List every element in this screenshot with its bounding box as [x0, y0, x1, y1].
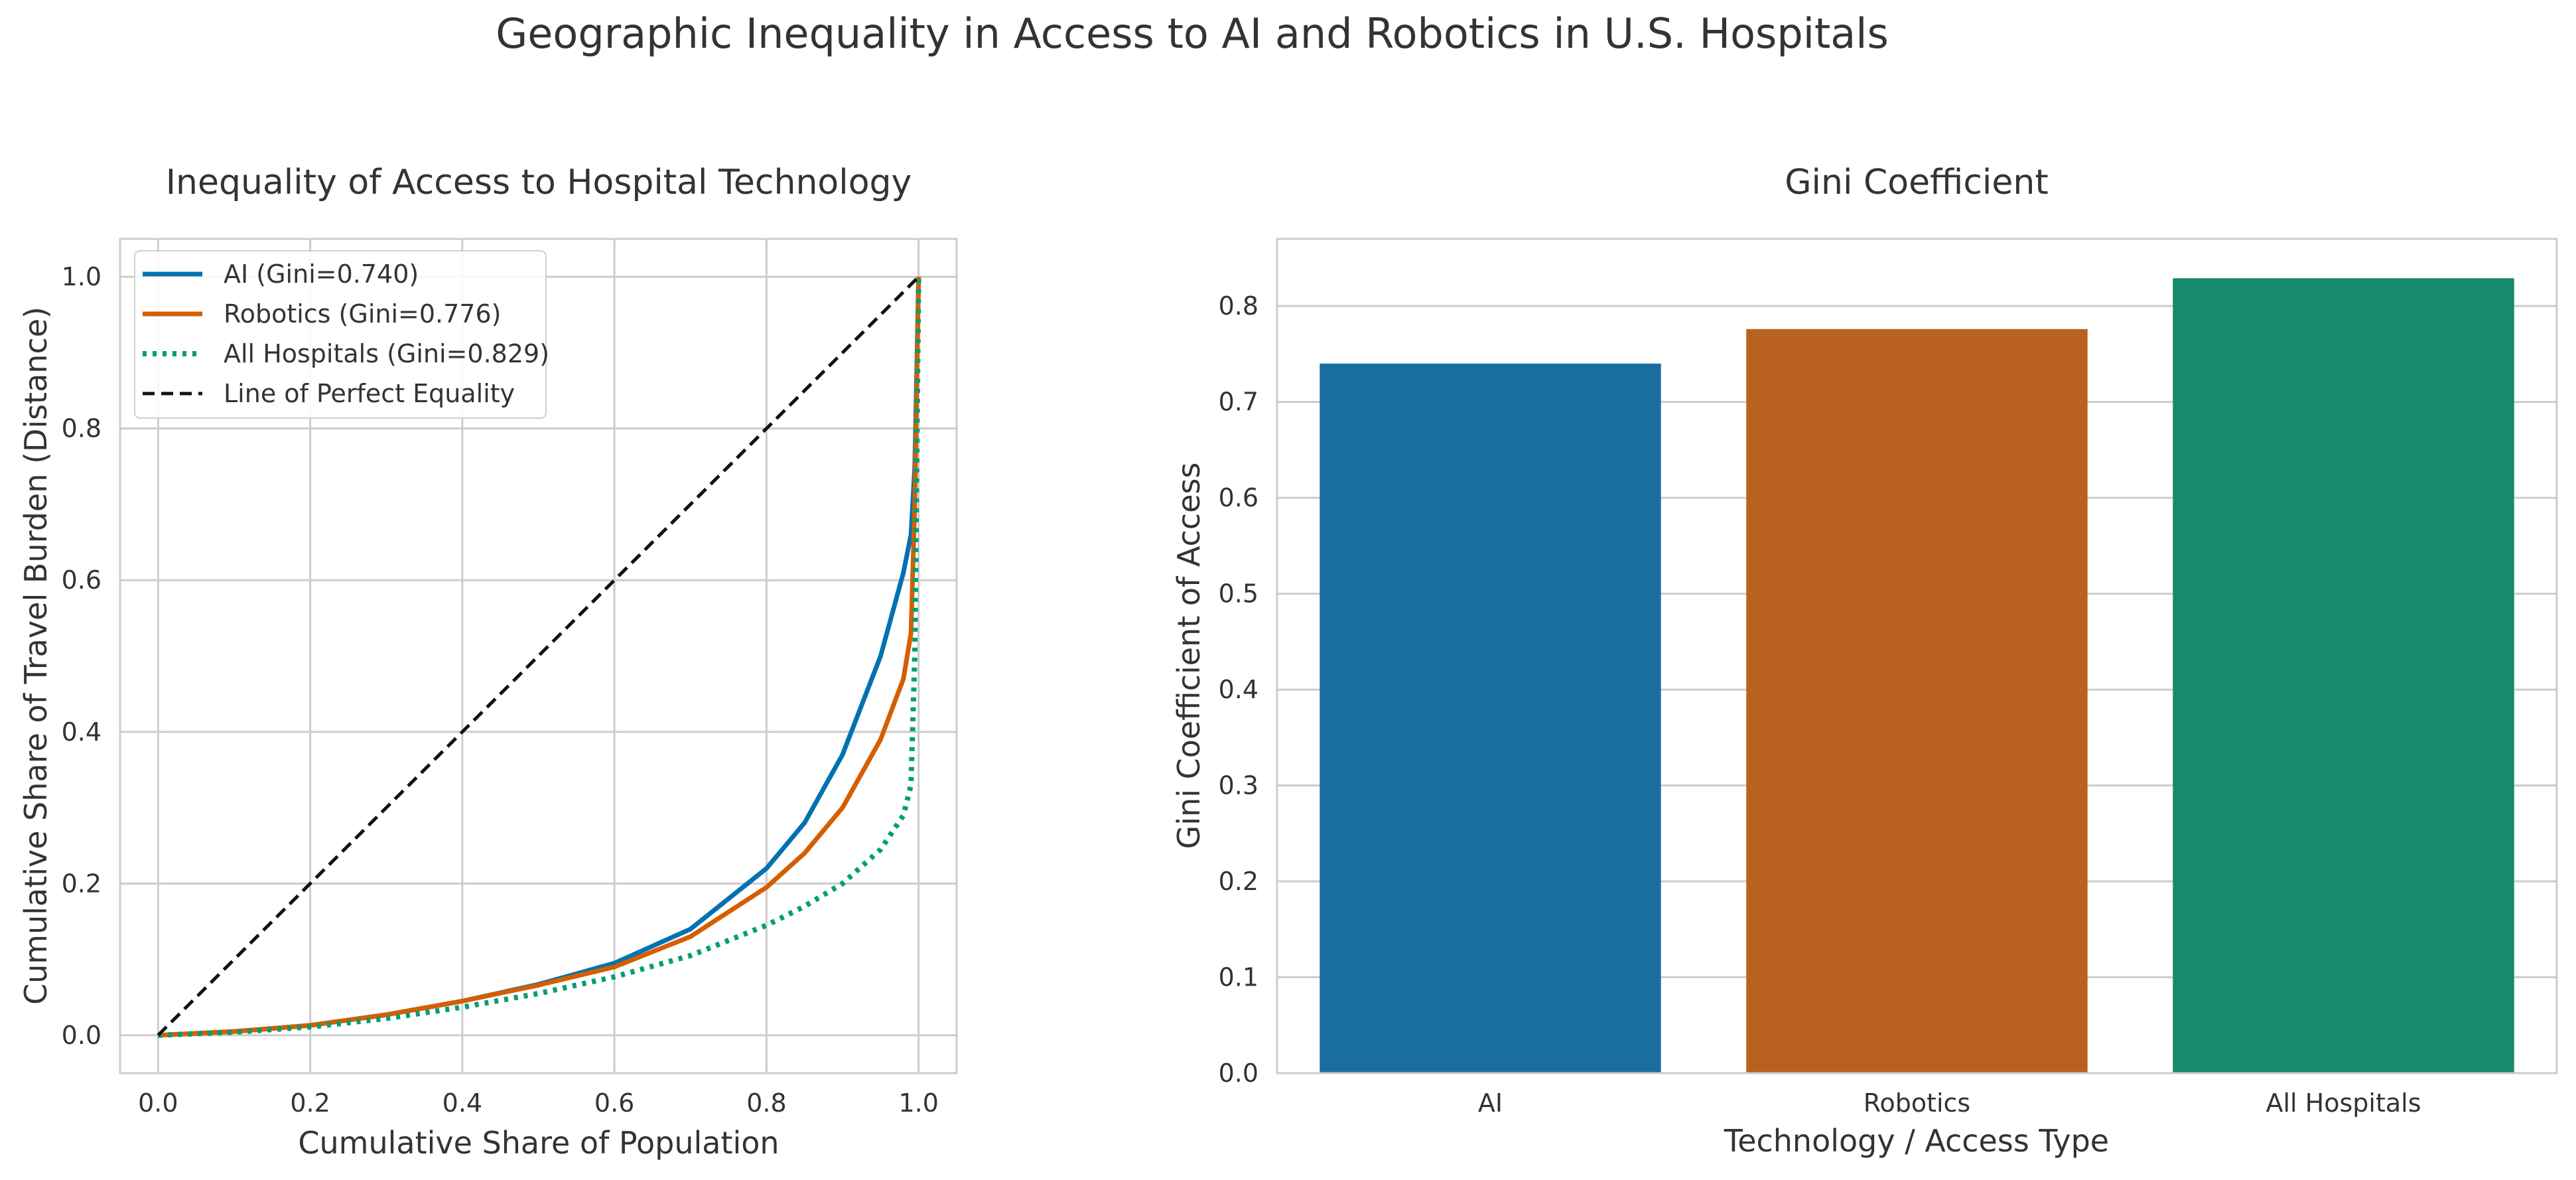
figure-title: Geographic Inequality in Access to AI an… — [496, 9, 1889, 58]
bar-chart-title: Gini Coefficient — [1785, 163, 2048, 202]
lorenz-x-axis-label: Cumulative Share of Population — [298, 1125, 779, 1161]
lorenz-chart: Inequality of Access to Hospital Technol… — [18, 163, 958, 1161]
lorenz-x-tick-label: 0.6 — [594, 1088, 634, 1118]
gini-bar-chart: Gini Coefficient 0.00.10.20.30.40.50.60.… — [1171, 163, 2558, 1159]
lorenz-tick-labels: 0.0 0.2 0.4 0.6 0.8 1.0 0.0 0.2 0.4 0.6 0.8 1.0 — [62, 262, 939, 1118]
legend-label-2: All Hospitals (Gini=0.829) — [224, 339, 549, 368]
bar-robotics — [1746, 329, 2088, 1074]
lorenz-chart-title: Inequality of Access to Hospital Technol… — [166, 163, 912, 202]
bar-all-hospitals — [2173, 278, 2514, 1074]
lorenz-y-axis-label: Cumulative Share of Travel Burden (Dista… — [18, 307, 54, 1005]
bar-marks — [1320, 278, 2514, 1074]
bar-y-tick-label: 0.7 — [1219, 388, 1258, 417]
lorenz-x-tick-label: 1.0 — [898, 1088, 938, 1118]
bar-y-tick-label: 0.8 — [1219, 291, 1258, 321]
bar-y-tick-label: 0.1 — [1219, 963, 1258, 992]
lorenz-y-tick-label: 0.8 — [62, 414, 102, 443]
lorenz-legend: AI (Gini=0.740) Robotics (Gini=0.776) All … — [134, 250, 549, 419]
lorenz-y-tick-label: 0.6 — [62, 565, 102, 595]
bar-y-tick-label: 0.3 — [1219, 771, 1258, 800]
lorenz-x-tick-label: 0.2 — [290, 1088, 330, 1118]
bar-y-tick-label: 0.4 — [1219, 675, 1258, 704]
lorenz-x-tick-label: 0.4 — [442, 1088, 482, 1118]
lorenz-y-tick-label: 0.0 — [62, 1021, 102, 1050]
bar-y-tick-label: 0.6 — [1219, 483, 1258, 512]
bar-plot-frame — [1276, 238, 2558, 1074]
legend-label-0: AI (Gini=0.740) — [224, 259, 419, 289]
lorenz-x-tick-label: 0.0 — [138, 1088, 178, 1118]
bar-x-axis-label: Technology / Access Type — [1724, 1123, 2109, 1159]
lorenz-y-tick-label: 0.4 — [62, 717, 102, 747]
bar-y-tick-label: 0.2 — [1219, 867, 1258, 896]
lorenz-plot-frame — [119, 238, 958, 1074]
bar-y-axis-label: Gini Coefficient of Access — [1171, 463, 1207, 849]
bar-x-tick-label: All Hospitals — [2266, 1088, 2421, 1118]
bar-x-tick-label: Robotics — [1864, 1088, 1970, 1118]
lorenz-series-lines — [157, 275, 921, 1038]
bar-x-tick-label: AI — [1478, 1088, 1503, 1118]
legend-label-3: Line of Perfect Equality — [224, 379, 515, 408]
lorenz-y-tick-label: 0.2 — [62, 869, 102, 898]
lorenz-y-tick-label: 1.0 — [62, 262, 102, 291]
bar-tick-labels: 0.0 0.1 0.2 0.3 0.4 0.5 0.6 0.7 0.8 AI Robotics All… — [1219, 291, 2421, 1118]
legend-box — [134, 250, 547, 419]
bar-ai — [1320, 363, 1661, 1073]
lorenz-x-tick-label: 0.8 — [746, 1088, 786, 1118]
bar-y-tick-label: 0.5 — [1219, 579, 1258, 609]
lorenz-series-line-3 — [157, 275, 920, 1037]
bar-y-tick-label: 0.0 — [1219, 1059, 1258, 1088]
legend-label-1: Robotics (Gini=0.776) — [224, 299, 501, 329]
lorenz-series-line-2 — [158, 277, 921, 1038]
